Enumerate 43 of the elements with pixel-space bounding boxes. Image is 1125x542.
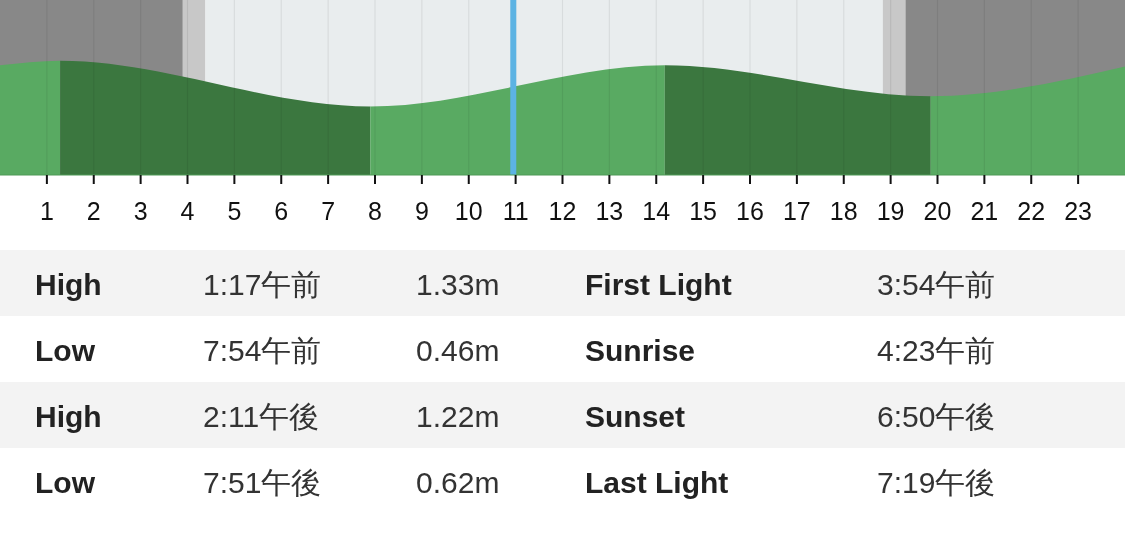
text: First Light: [585, 268, 732, 301]
text: 0.62m: [416, 466, 500, 499]
x-tick-label: 17: [782, 197, 811, 225]
text: 7:51午後: [203, 466, 322, 499]
text: 1.22m: [416, 400, 500, 433]
x-tick-label: 14: [642, 197, 671, 225]
x-tick-label: 1: [39, 197, 54, 225]
x-tick-label: 8: [368, 197, 382, 225]
x-tick-label: 22: [1017, 197, 1046, 225]
text: 6:50午後: [877, 400, 996, 433]
x-tick-label: 16: [736, 197, 764, 225]
x-tick-label: 23: [1064, 197, 1093, 225]
text: 4:23午前: [877, 334, 996, 367]
text: 7:19午後: [877, 466, 996, 499]
text: Low: [35, 466, 96, 499]
x-tick-label: 7: [321, 197, 336, 225]
x-tick-label: 4: [180, 197, 195, 225]
x-tick-label: 11: [502, 197, 529, 225]
x-tick-label: 13: [595, 197, 624, 225]
text: High: [35, 268, 102, 301]
x-tick-label: 21: [970, 197, 999, 225]
x-tick-label: 18: [829, 197, 858, 225]
text: 0.46m: [416, 334, 500, 367]
text: Low: [35, 334, 96, 367]
text: Sunrise: [585, 334, 696, 367]
x-tick-label: 3: [133, 197, 148, 225]
x-tick-label: 20: [923, 197, 952, 225]
x-tick-label: 15: [689, 197, 718, 225]
x-tick-label: 19: [876, 197, 905, 225]
text: High: [35, 400, 102, 433]
text: 2:11午後: [203, 400, 320, 433]
text: Sunset: [585, 400, 686, 433]
x-tick-label: 10: [454, 197, 483, 225]
text: 1:17午前: [203, 268, 322, 301]
text: 7:54午前: [203, 334, 322, 367]
text: 3:54午前: [877, 268, 996, 301]
text: 1.33m: [416, 268, 500, 301]
x-tick-label: 9: [414, 197, 429, 225]
x-tick-label: 5: [227, 197, 242, 225]
x-tick-label: 12: [548, 197, 577, 225]
text: Last Light: [585, 466, 729, 499]
x-tick-label: 2: [86, 197, 101, 225]
x-tick-label: 6: [274, 197, 289, 225]
